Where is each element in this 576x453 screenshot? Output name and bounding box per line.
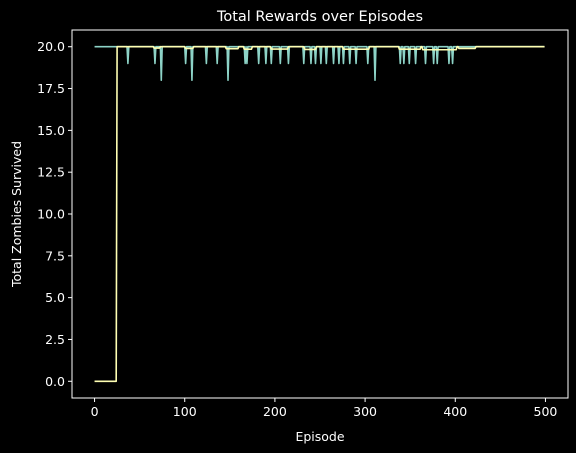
chart-title: Total Rewards over Episodes	[216, 9, 423, 25]
plot-lines	[94, 45, 545, 383]
x-tick-label: 300	[353, 404, 377, 419]
y-tick-label: 5.0	[45, 290, 65, 305]
x-axis-label: Episode	[295, 429, 344, 444]
y-tick-label: 7.5	[45, 248, 65, 263]
y-tick-label: 17.5	[37, 81, 65, 96]
y-tick-label: 20.0	[37, 39, 65, 54]
x-tick-label: 200	[263, 404, 287, 419]
y-tick-label: 2.5	[45, 332, 65, 347]
y-tick-label: 15.0	[37, 123, 65, 138]
y-tick-label: 12.5	[37, 165, 65, 180]
y-tick-label: 10.0	[37, 207, 65, 222]
plot-frame	[71, 29, 569, 399]
y-tick-label: 0.0	[45, 374, 65, 389]
series-line-step	[94, 45, 545, 383]
y-axis-ticks: 0.0 2.5 5.0 7.5 10.0 12.5 15.0 17.5 20.0	[37, 39, 72, 389]
x-axis-ticks: 0 100 200 300 400 500	[91, 398, 558, 419]
x-tick-label: 100	[173, 404, 197, 419]
x-tick-label: 500	[534, 404, 558, 419]
x-tick-label: 0	[91, 404, 99, 419]
x-tick-label: 400	[443, 404, 467, 419]
y-axis-label: Total Zombies Survived	[9, 141, 24, 288]
